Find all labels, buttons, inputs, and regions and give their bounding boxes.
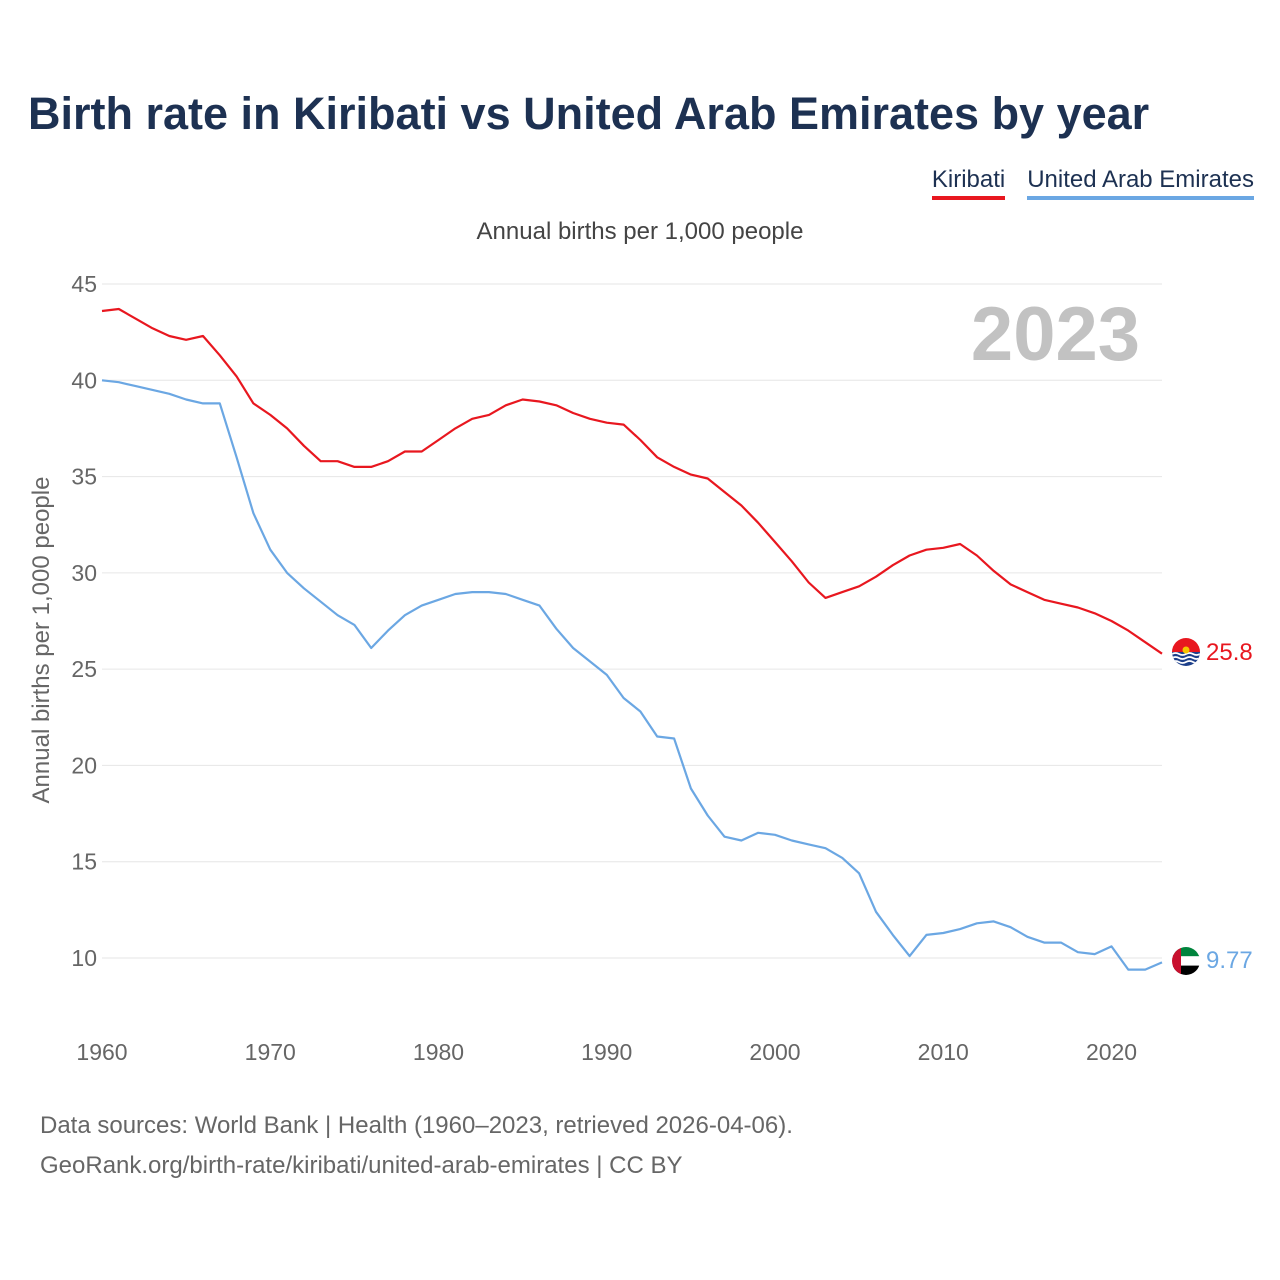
chart-subtitle: Annual births per 1,000 people	[476, 218, 804, 245]
x-tick-label: 2010	[918, 1039, 969, 1065]
footer: Data sources: World Bank | Health (1960–…	[40, 1106, 793, 1186]
x-tick-label: 1990	[581, 1039, 632, 1065]
y-tick-label: 15	[71, 849, 97, 875]
footer-credit[interactable]: GeoRank.org/birth-rate/kiribati/united-a…	[40, 1152, 683, 1179]
legend-item-united-arab-emirates[interactable]: United Arab Emirates	[1027, 166, 1254, 200]
x-tick-label: 1980	[413, 1039, 464, 1065]
footer-sources: Data sources: World Bank | Health (1960–…	[40, 1112, 793, 1139]
end-label-kiribati: 25.8	[1206, 639, 1253, 666]
y-tick-label: 20	[71, 752, 97, 778]
y-tick-label: 35	[71, 464, 97, 490]
x-tick-label: 2020	[1086, 1039, 1137, 1065]
y-tick-labels: 10 15 20 25 30 35 40 45	[71, 271, 97, 971]
y-tick-label: 30	[71, 560, 97, 586]
end-label-united-arab-emirates: 9.77	[1206, 947, 1253, 974]
x-tick-label: 2000	[749, 1039, 800, 1065]
x-tick-labels: 1960 1970 1980 1990 2000 2010 2020	[76, 1039, 1137, 1065]
grid-lines	[102, 283, 1162, 959]
uae-flag-icon	[1172, 947, 1200, 975]
kiribati-flag-icon	[1172, 638, 1200, 666]
legend-item-kiribati[interactable]: Kiribati	[931, 166, 1006, 200]
y-tick-label: 45	[71, 271, 97, 297]
y-tick-label: 40	[71, 367, 97, 393]
legend: Kiribati United Arab Emirates	[931, 166, 1254, 200]
x-tick-label: 1970	[245, 1039, 296, 1065]
y-tick-label: 25	[71, 656, 97, 682]
chart-title: Birth rate in Kiribati vs United Arab Em…	[28, 88, 1150, 139]
series-line-united-arab-emirates[interactable]	[101, 379, 1163, 971]
y-tick-label: 10	[71, 945, 97, 971]
x-tick-label: 1960	[76, 1039, 127, 1065]
year-watermark: 2023	[971, 292, 1140, 377]
series-lines	[101, 307, 1163, 971]
series-line-kiribati[interactable]	[101, 307, 1163, 655]
